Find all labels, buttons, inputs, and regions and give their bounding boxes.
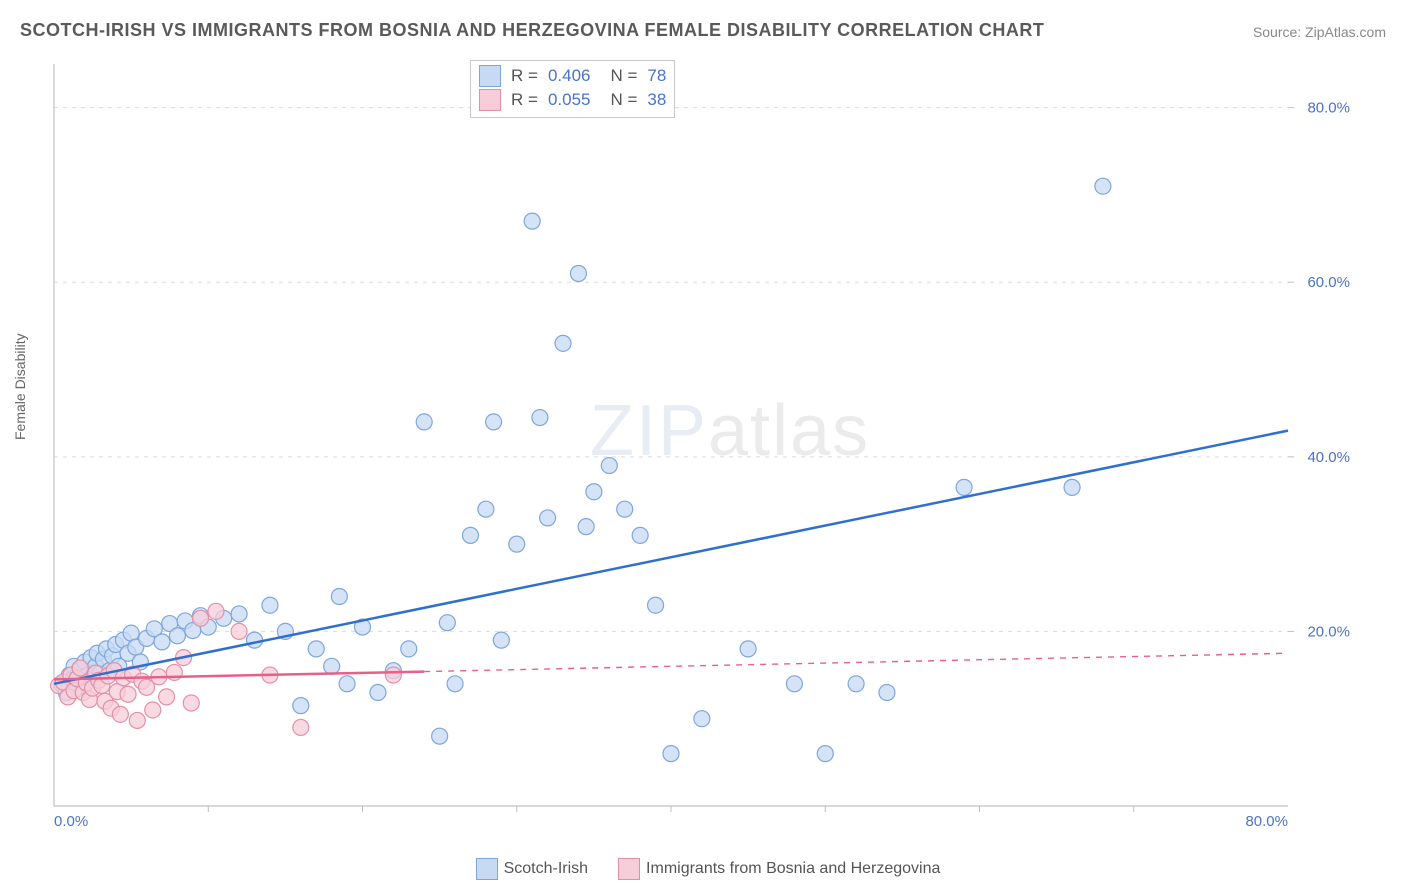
legend-label-bosnia: Immigrants from Bosnia and Herzegovina <box>646 860 940 877</box>
svg-text:40.0%: 40.0% <box>1307 449 1350 466</box>
source-credit: Source: ZipAtlas.com <box>1253 24 1386 40</box>
legend-label-scotch_irish: Scotch-Irish <box>504 860 588 877</box>
y-axis-label: Female Disability <box>12 333 28 440</box>
svg-text:20.0%: 20.0% <box>1307 623 1350 640</box>
svg-text:60.0%: 60.0% <box>1307 274 1350 291</box>
svg-text:80.0%: 80.0% <box>1245 813 1288 830</box>
scatter-plot: 20.0% 40.0% 60.0% 80.0% 0.0% 80.0% <box>48 60 1358 830</box>
svg-text:0.0%: 0.0% <box>54 813 88 830</box>
legend-swatch-scotch_irish <box>476 858 498 880</box>
series-legend: Scotch-Irish Immigrants from Bosnia and H… <box>0 858 1406 880</box>
stats-row-bosnia: R =0.055N =38 <box>479 89 666 111</box>
svg-text:80.0%: 80.0% <box>1307 100 1350 117</box>
correlation-stats-box: R =0.406N =78R =0.055N =38 <box>470 60 675 118</box>
stats-row-scotch_irish: R =0.406N =78 <box>479 65 666 87</box>
legend-swatch-bosnia <box>618 858 640 880</box>
chart-title: SCOTCH-IRISH VS IMMIGRANTS FROM BOSNIA A… <box>20 20 1044 41</box>
